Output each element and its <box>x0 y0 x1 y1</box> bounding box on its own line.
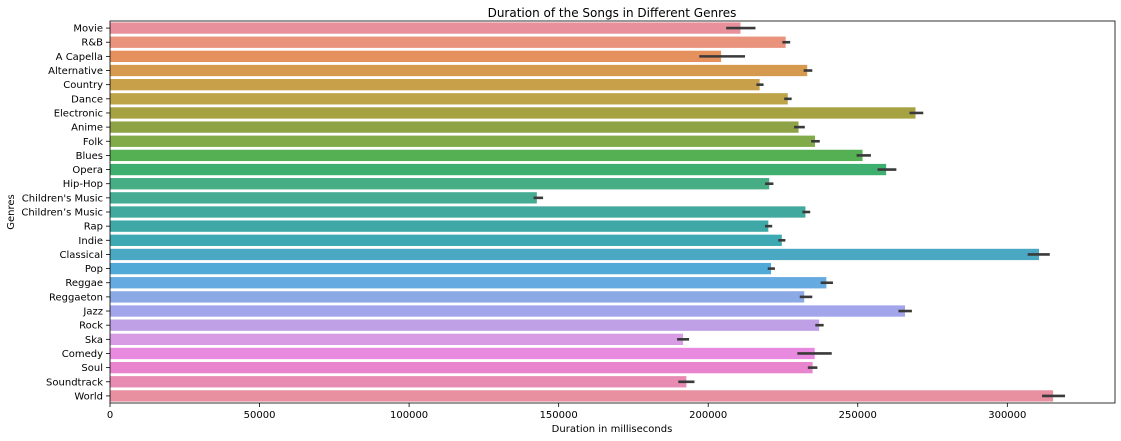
y-tick-label-country-4: Country <box>63 80 103 91</box>
y-tick-label-a-capella-2: A Capella <box>56 52 103 63</box>
bar-alternative-3 <box>110 65 807 76</box>
bar-hip-hop-11 <box>110 178 769 189</box>
y-tick-label-electronic-6: Electronic <box>54 108 103 119</box>
y-tick-label-children-s-music-12: Children's Music <box>22 193 103 204</box>
y-tick-label-reggaeton-19: Reggaeton <box>49 292 103 303</box>
bar-indie-15 <box>110 235 782 246</box>
bar-classical-16 <box>110 249 1039 260</box>
bar-anime-7 <box>110 121 799 132</box>
bar-movie-0 <box>110 22 741 33</box>
x-tick-label-100000: 100000 <box>390 410 428 421</box>
x-axis-label: Duration in milliseconds <box>552 424 673 435</box>
bar-country-4 <box>110 79 760 90</box>
x-tick-label-300000: 300000 <box>988 410 1026 421</box>
bar-ska-22 <box>110 334 683 345</box>
bar-soundtrack-25 <box>110 376 686 387</box>
y-tick-label-r-b-1: R&B <box>81 38 103 49</box>
x-tick-label-250000: 250000 <box>839 410 877 421</box>
bar-soul-24 <box>110 362 813 373</box>
y-tick-label-hip-hop-11: Hip-Hop <box>63 179 103 190</box>
y-tick-label-alternative-3: Alternative <box>48 66 103 77</box>
y-tick-label-world-26: World <box>74 391 103 402</box>
y-tick-label-children-s-music-13: Children’s Music <box>21 208 103 219</box>
y-tick-label-pop-17: Pop <box>85 264 103 275</box>
y-tick-label-jazz-20: Jazz <box>82 307 103 318</box>
x-tick-label-0: 0 <box>107 410 113 421</box>
y-tick-label-ska-22: Ska <box>85 335 103 346</box>
y-tick-label-blues-9: Blues <box>76 151 103 162</box>
y-tick-label-folk-8: Folk <box>83 137 103 148</box>
bar-rock-21 <box>110 320 819 331</box>
bar-dance-5 <box>110 93 788 104</box>
x-axis-ticks: 0 50000 100000 150000 200000 250000 300000 <box>107 403 1027 421</box>
bar-opera-10 <box>110 164 886 175</box>
bar-reggaeton-19 <box>110 291 804 302</box>
bar-electronic-6 <box>110 107 915 118</box>
y-tick-label-rap-14: Rap <box>84 222 103 233</box>
y-tick-label-classical-16: Classical <box>60 250 104 261</box>
bar-children-s-music-12 <box>110 192 537 203</box>
y-axis-label: Genres <box>6 194 17 230</box>
bar-world-26 <box>110 390 1053 401</box>
y-tick-label-opera-10: Opera <box>72 165 103 176</box>
y-tick-label-reggae-18: Reggae <box>65 278 103 289</box>
y-tick-label-movie-0: Movie <box>73 24 103 35</box>
bar-blues-9 <box>110 150 863 161</box>
bar-folk-8 <box>110 136 815 147</box>
bar-layer <box>110 22 1053 401</box>
x-tick-label-200000: 200000 <box>689 410 727 421</box>
y-tick-label-rock-21: Rock <box>79 321 103 332</box>
y-tick-label-soundtrack-25: Soundtrack <box>46 377 103 388</box>
y-tick-label-dance-5: Dance <box>71 94 103 105</box>
y-tick-label-soul-24: Soul <box>81 363 103 374</box>
x-tick-label-50000: 50000 <box>244 410 276 421</box>
y-axis-ticks: Movie R&B A Capella Alternative Country Dance… <box>21 24 110 403</box>
chart-title: Duration of the Songs in Different Genre… <box>488 6 737 20</box>
y-tick-label-comedy-23: Comedy <box>62 349 103 360</box>
bar-a-capella-2 <box>110 51 721 62</box>
y-tick-label-anime-7: Anime <box>71 123 103 134</box>
x-tick-label-150000: 150000 <box>540 410 578 421</box>
bar-jazz-20 <box>110 305 905 316</box>
y-tick-label-indie-15: Indie <box>78 236 103 247</box>
bar-children-s-music-13 <box>110 206 805 217</box>
bar-rap-14 <box>110 220 768 231</box>
bar-comedy-23 <box>110 348 815 359</box>
bar-reggae-18 <box>110 277 826 288</box>
bar-r-b-1 <box>110 37 786 48</box>
bar-pop-17 <box>110 263 771 274</box>
